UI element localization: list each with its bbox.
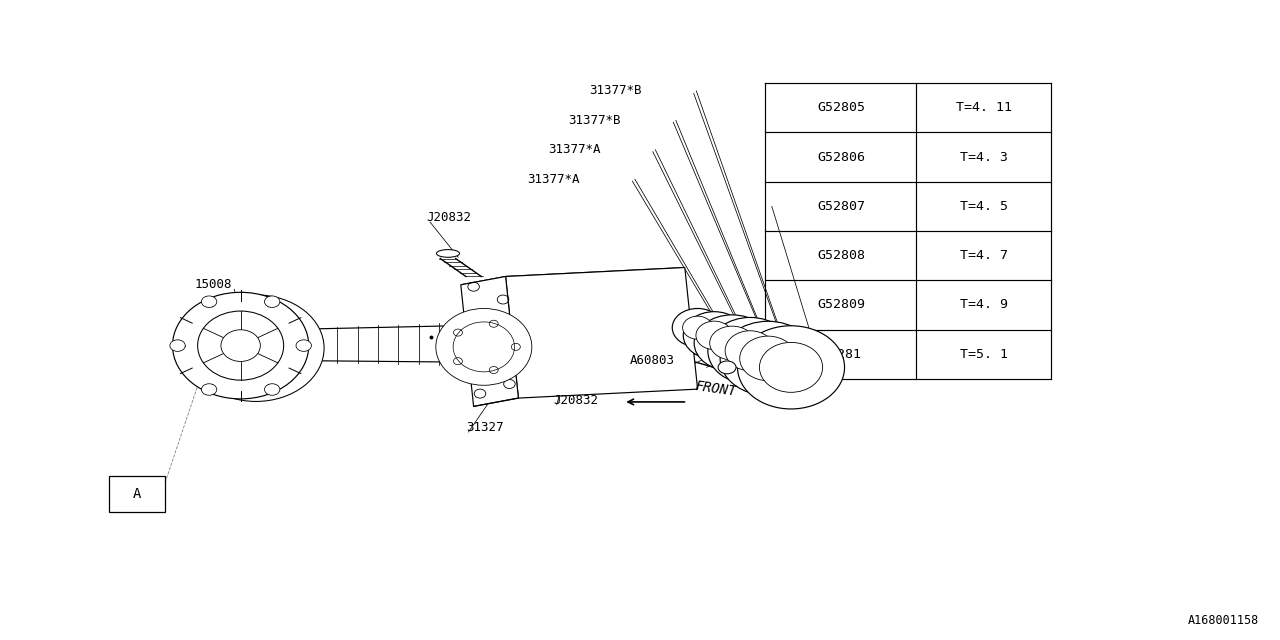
Ellipse shape	[188, 295, 324, 401]
Ellipse shape	[740, 336, 796, 381]
Text: T=4. 9: T=4. 9	[960, 298, 1007, 312]
Ellipse shape	[696, 321, 732, 349]
Ellipse shape	[759, 342, 823, 392]
Text: 31377*B: 31377*B	[568, 114, 621, 127]
Polygon shape	[461, 276, 518, 406]
Ellipse shape	[296, 340, 311, 351]
Ellipse shape	[694, 315, 771, 371]
Ellipse shape	[201, 296, 216, 307]
Ellipse shape	[435, 308, 532, 385]
Text: A60803: A60803	[630, 354, 675, 367]
Text: 31327: 31327	[466, 421, 503, 434]
Text: G52806: G52806	[817, 150, 865, 164]
Text: T=4. 11: T=4. 11	[956, 101, 1011, 115]
Text: 31377*A: 31377*A	[548, 143, 600, 156]
Text: 15008: 15008	[195, 278, 232, 291]
Text: T=5. 1: T=5. 1	[960, 348, 1007, 361]
Ellipse shape	[724, 331, 776, 371]
Text: FRONT: FRONT	[694, 379, 737, 399]
Text: G5281: G5281	[820, 348, 861, 361]
Ellipse shape	[682, 316, 713, 339]
Text: T=4. 7: T=4. 7	[960, 249, 1007, 262]
Ellipse shape	[672, 308, 723, 347]
Text: 31377*A: 31377*A	[527, 173, 580, 186]
Text: A168001158: A168001158	[1188, 614, 1260, 627]
Text: T=4. 5: T=4. 5	[960, 200, 1007, 213]
Ellipse shape	[737, 326, 845, 409]
Ellipse shape	[221, 330, 260, 362]
Ellipse shape	[708, 317, 792, 384]
Ellipse shape	[201, 384, 216, 396]
Ellipse shape	[265, 384, 280, 396]
Ellipse shape	[197, 311, 284, 380]
Text: G52809: G52809	[817, 298, 865, 312]
Polygon shape	[461, 268, 685, 285]
Text: J20832: J20832	[553, 394, 598, 406]
Ellipse shape	[170, 340, 186, 351]
Text: G52808: G52808	[817, 249, 865, 262]
FancyBboxPatch shape	[109, 476, 165, 512]
Text: J20832: J20832	[426, 211, 471, 224]
Text: 31377*B: 31377*B	[589, 84, 641, 97]
Ellipse shape	[189, 331, 202, 360]
Text: G52807: G52807	[817, 200, 865, 213]
Text: T=4. 3: T=4. 3	[960, 150, 1007, 164]
Polygon shape	[506, 268, 698, 398]
Text: G52805: G52805	[817, 101, 865, 115]
Ellipse shape	[709, 326, 755, 360]
Ellipse shape	[436, 250, 460, 257]
Ellipse shape	[173, 292, 308, 399]
Ellipse shape	[265, 296, 280, 307]
Ellipse shape	[721, 321, 815, 396]
Ellipse shape	[684, 312, 745, 359]
Text: A: A	[133, 487, 141, 501]
Ellipse shape	[718, 361, 736, 374]
